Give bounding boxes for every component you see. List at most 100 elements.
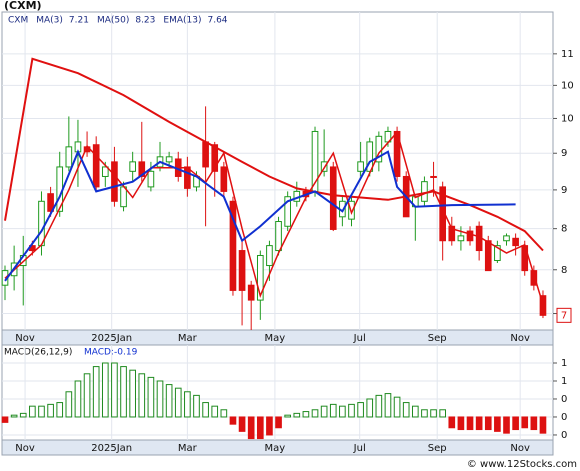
macd-bar bbox=[92, 366, 100, 418]
candle-body bbox=[430, 175, 437, 178]
macd-bar bbox=[193, 394, 200, 418]
legend-value: 7.21 bbox=[69, 16, 89, 26]
macd-bar bbox=[256, 416, 264, 440]
candle-body bbox=[448, 225, 456, 242]
macd-bar bbox=[165, 384, 173, 418]
macd-bar bbox=[174, 387, 182, 418]
macd-bar bbox=[1, 416, 9, 423]
macd-bar bbox=[402, 402, 410, 418]
candle-body bbox=[147, 170, 155, 188]
macd-bar bbox=[293, 412, 301, 418]
candle-body bbox=[275, 221, 282, 252]
candle-body bbox=[165, 156, 173, 163]
candle-body bbox=[138, 161, 146, 177]
candle-body bbox=[211, 144, 219, 172]
macd-bar bbox=[302, 411, 310, 418]
macd-bar bbox=[65, 391, 73, 418]
x-tick-label: Jul bbox=[353, 443, 366, 454]
candle-body bbox=[484, 240, 492, 272]
y-tick-label: 8 bbox=[561, 224, 567, 235]
candle-body bbox=[457, 235, 465, 242]
macd-bar bbox=[503, 416, 510, 434]
x-tick-label: 2025Jan bbox=[91, 333, 132, 344]
y-tick-label: 1 bbox=[561, 358, 567, 369]
x-tick-label: Nov bbox=[15, 333, 35, 344]
macd-bar bbox=[475, 416, 483, 431]
macd-bar bbox=[29, 405, 36, 418]
candle-body bbox=[530, 270, 538, 286]
macd-bar bbox=[83, 373, 91, 418]
candle-body bbox=[466, 230, 474, 242]
macd-bar bbox=[120, 366, 127, 418]
x-tick-label: Nov bbox=[510, 443, 530, 454]
x-tick-label: Nov bbox=[15, 443, 35, 454]
macd-title: MACD(26,12,9) bbox=[4, 348, 72, 358]
macd-bar bbox=[539, 416, 547, 434]
candle-body bbox=[256, 255, 264, 301]
price-panel bbox=[1, 11, 554, 331]
candle-body bbox=[38, 200, 45, 247]
candle-body bbox=[92, 144, 100, 188]
y-tick-label: 11 bbox=[561, 49, 574, 60]
candle-body bbox=[357, 161, 364, 172]
x-tick-label: 2025Jan bbox=[91, 443, 132, 454]
x-tick-label: Sep bbox=[428, 333, 447, 344]
macd-bar bbox=[266, 416, 273, 436]
candle-body bbox=[247, 284, 255, 301]
macd-bar bbox=[202, 402, 209, 418]
macd-bar bbox=[275, 416, 282, 429]
candle-body bbox=[266, 245, 273, 267]
macd-bar bbox=[457, 416, 465, 431]
candle-body bbox=[512, 237, 519, 247]
macd-bar bbox=[384, 393, 392, 418]
candle-body bbox=[47, 193, 54, 212]
macd-bar bbox=[357, 402, 364, 418]
macd-bar bbox=[439, 409, 446, 418]
macd-bar bbox=[393, 396, 401, 418]
macd-bar bbox=[530, 416, 538, 431]
macd-bar bbox=[19, 412, 27, 418]
x-tick-label: Mar bbox=[178, 333, 198, 344]
macd-bar bbox=[211, 405, 219, 418]
candle-body bbox=[494, 245, 501, 262]
candle-body bbox=[503, 235, 510, 242]
macd-bar bbox=[156, 380, 164, 418]
macd-bar bbox=[375, 394, 383, 418]
footer: © www.12Stocks.com bbox=[467, 459, 577, 470]
ma-line bbox=[4, 149, 516, 282]
macd-bar bbox=[366, 398, 374, 418]
macd-bar bbox=[138, 373, 146, 418]
candle-body bbox=[184, 166, 191, 189]
candle-body bbox=[329, 166, 337, 230]
macd-bar bbox=[38, 405, 45, 418]
macd-bar bbox=[320, 405, 328, 418]
candle-body bbox=[111, 161, 118, 202]
macd-bar bbox=[494, 416, 501, 432]
x-tick-label: Sep bbox=[428, 443, 447, 454]
macd-bar bbox=[329, 403, 337, 418]
macd-bar bbox=[521, 416, 529, 429]
x-tick-label: Mar bbox=[178, 443, 198, 454]
candle-body bbox=[421, 181, 428, 202]
x-tick-label: Nov bbox=[510, 333, 530, 344]
macd-bar bbox=[430, 409, 437, 418]
y-tick-label: 10 bbox=[561, 80, 574, 91]
candle-body bbox=[202, 141, 209, 168]
candle-body bbox=[348, 200, 355, 220]
macd-bar bbox=[484, 416, 492, 431]
macd-bar bbox=[101, 362, 109, 418]
macd-bar bbox=[348, 403, 355, 418]
macd-bar bbox=[339, 405, 346, 418]
y-tick-label: 1 bbox=[561, 376, 567, 387]
macd-bar bbox=[448, 416, 456, 429]
y-tick-label: 0 bbox=[561, 394, 567, 405]
last-price-box bbox=[556, 307, 572, 323]
macd-bar bbox=[229, 416, 237, 425]
x-axis-strip bbox=[1, 439, 554, 456]
legend-name: MA(50) bbox=[97, 16, 129, 26]
macd-bar bbox=[311, 409, 319, 418]
candle-body bbox=[229, 200, 237, 291]
x-tick-label: May bbox=[265, 333, 286, 344]
macd-bar bbox=[421, 409, 428, 418]
